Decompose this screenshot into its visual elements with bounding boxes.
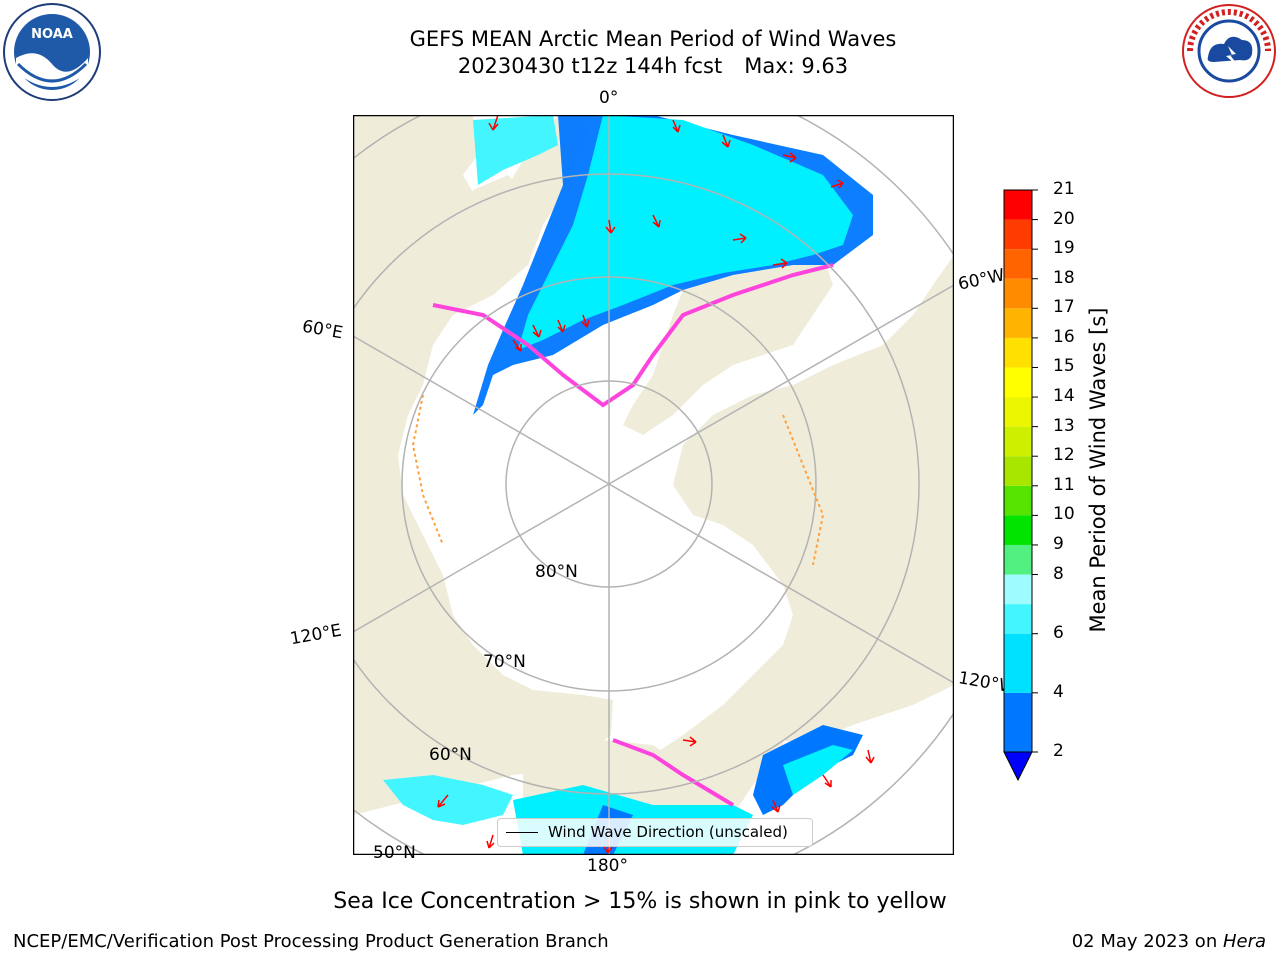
meridian-60e: [353, 335, 610, 485]
meridian-label-60w: 60°W: [956, 265, 1007, 295]
map-frame: [353, 115, 954, 855]
svg-text:NOAA: NOAA: [31, 27, 73, 42]
colorbar-segment: [1004, 485, 1032, 516]
land-greenland: [623, 255, 833, 435]
wave-arrow: [605, 219, 616, 234]
meridian-label-120e: 120°E: [288, 620, 344, 650]
colorbar: [1003, 189, 1038, 782]
parallel-label-70n: 70°N: [483, 652, 526, 672]
wave-arrow: [732, 233, 747, 244]
colorbar-tick-label: 15: [1053, 356, 1075, 377]
colorbar-segment: [1004, 190, 1032, 220]
wave-arrow: [771, 799, 781, 813]
colorbar-tick-label: 13: [1053, 415, 1075, 436]
wave-arrow: [437, 794, 449, 808]
colorbar-tick-label: 10: [1053, 504, 1075, 525]
meridian-60w: [608, 284, 954, 485]
chart-subtitle: 20230430 t12z 144h fcst Max: 9.63: [353, 53, 953, 80]
colorbar-segment: [1004, 278, 1032, 309]
nws-logo: [1182, 4, 1276, 98]
wave-arrow: [721, 134, 731, 148]
meridian-label-0: 0°: [599, 88, 619, 108]
wave-arrow: [486, 834, 495, 849]
wave-region-nordic-light: [473, 115, 558, 185]
sea-ice-edge-pacific: [612, 738, 735, 807]
colorbar-extend-min: [1003, 751, 1033, 782]
wave-arrow: [512, 339, 522, 352]
colorbar-tick-label: 9: [1053, 533, 1064, 554]
polar-map: [353, 115, 954, 855]
colorbar-segment: [1004, 219, 1032, 250]
sea-ice-edge-atlantic: [432, 263, 834, 408]
colorbar-tick-label: 19: [1053, 238, 1075, 259]
colorbar-label: Mean Period of Wind Waves [s]: [1086, 307, 1110, 633]
wave-arrow: [532, 324, 542, 338]
colorbar-segment: [1004, 456, 1032, 486]
colorbar-segment: [1004, 544, 1032, 575]
parallel-label-50n: 50°N: [373, 843, 416, 863]
wave-arrow: [672, 119, 681, 133]
wave-arrow: [865, 749, 875, 764]
legend-label: Wind Wave Direction (unscaled): [548, 823, 788, 841]
wave-region-gulf-alaska-cyan: [783, 745, 853, 795]
colorbar-segment: [1004, 308, 1032, 338]
parallel-label-80n: 80°N: [535, 562, 578, 582]
colorbar-tick-label: 8: [1053, 563, 1064, 584]
meridian-label-60e: 60°E: [300, 316, 345, 344]
chart-title: GEFS MEAN Arctic Mean Period of Wind Wav…: [409, 27, 897, 51]
colorbar-tick-label: 16: [1053, 326, 1075, 347]
wind-wave-arrows: [437, 115, 875, 854]
colorbar-tick-label: 2: [1053, 741, 1064, 761]
map-legend: Wind Wave Direction (unscaled): [497, 818, 813, 847]
land-scandinavia: [448, 175, 528, 305]
colorbar-tick-label: 21: [1053, 179, 1075, 199]
wave-arrow: [830, 179, 844, 189]
max-value: Max: 9.63: [744, 54, 849, 78]
land-eurasia: [353, 115, 613, 815]
meridian-label-180: 180°: [587, 856, 628, 876]
colorbar-tick-label: 20: [1053, 208, 1075, 229]
meridian-120e: [353, 483, 610, 633]
colorbar-segment: [1004, 337, 1032, 368]
sea-ice-note: Sea Ice Concentration > 15% is shown in …: [333, 889, 947, 914]
wave-arrow: [581, 314, 590, 328]
colorbar-segment: [1004, 633, 1032, 693]
wave-arrow: [822, 774, 832, 788]
colorbar-segment: [1004, 397, 1032, 427]
colorbar-tick-label: 11: [1053, 474, 1075, 495]
colorbar-frame: [1003, 189, 1033, 753]
colorbar-segment: [1004, 604, 1032, 634]
wave-arrow: [652, 214, 661, 228]
noaa-logo: NOAA: [3, 3, 101, 101]
footer-date: 02 May 2023 on Hera: [1072, 931, 1266, 952]
parallel-label-60n: 60°N: [429, 745, 472, 765]
forecast-info: 20230430 t12z 144h fcst: [457, 54, 723, 78]
meridian-120w: [608, 483, 954, 684]
wave-arrow: [772, 258, 788, 269]
sea-ice-edge-orange: [411, 394, 825, 566]
colorbar-tick-label: 4: [1053, 681, 1064, 702]
colorbar-tick-label: 12: [1053, 445, 1075, 466]
footer-credit: NCEP/EMC/Verification Post Processing Pr…: [13, 931, 609, 952]
wave-arrow: [557, 319, 566, 333]
colorbar-segment: [1004, 249, 1032, 279]
wave-arrow: [488, 115, 499, 131]
wave-arrow: [682, 736, 697, 747]
colorbar-segment: [1004, 574, 1032, 605]
footer-host: Hera: [1222, 931, 1266, 952]
colorbar-tick-label: 14: [1053, 386, 1075, 407]
colorbar-tick-label: 18: [1053, 267, 1075, 288]
wave-arrow: [782, 152, 797, 163]
colorbar-tick-label: 17: [1053, 297, 1075, 318]
legend-line-sample: [506, 832, 538, 833]
colorbar-tick-label: 6: [1053, 622, 1064, 643]
colorbar-segment: [1004, 515, 1032, 545]
land-north-america: [653, 255, 954, 775]
colorbar-segment: [1004, 426, 1032, 457]
footer-date-text: 02 May 2023 on: [1071, 931, 1223, 952]
colorbar-segment: [1004, 692, 1032, 752]
colorbar-segment: [1004, 367, 1032, 398]
wave-region-pacific-left: [383, 775, 513, 825]
